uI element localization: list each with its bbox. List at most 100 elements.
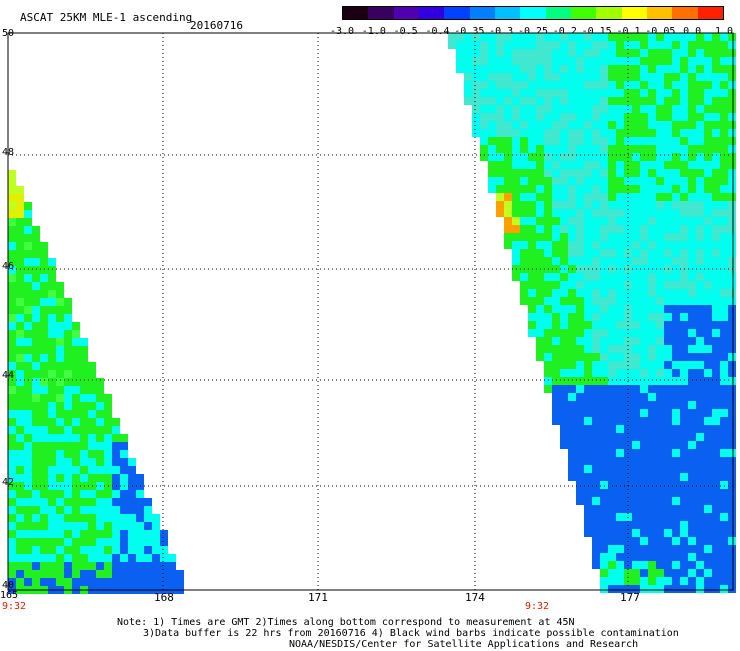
swath-cell	[704, 297, 712, 305]
swath-cell	[48, 258, 56, 266]
swath-cell	[552, 337, 560, 345]
swath-cell	[680, 353, 688, 361]
swath-cell	[568, 209, 576, 217]
swath-cell	[664, 393, 672, 401]
swath-cell	[664, 33, 672, 41]
swath-cell	[608, 449, 616, 457]
swath-cell	[488, 33, 496, 41]
swath-cell	[464, 49, 472, 57]
swath-cell	[648, 537, 656, 545]
swath-cell	[584, 121, 592, 129]
swath-cell	[688, 241, 696, 249]
swath-cell	[488, 97, 496, 105]
swath-cell	[104, 458, 112, 466]
colorbar-tick-label: -0.5	[393, 26, 418, 37]
swath-cell	[528, 105, 536, 113]
swath-cell	[616, 297, 624, 305]
swath-cell	[128, 570, 136, 578]
swath-cell	[608, 65, 616, 73]
swath-cell	[8, 170, 16, 178]
swath-cell	[40, 474, 48, 482]
swath-cell	[56, 378, 64, 386]
swath-cell	[600, 297, 608, 305]
swath-cell	[712, 145, 720, 153]
swath-cell	[712, 521, 720, 529]
swath-cell	[552, 361, 560, 369]
swath-cell	[72, 522, 80, 530]
swath-cell	[720, 369, 728, 377]
swath-cell	[128, 530, 136, 538]
swath-cell	[488, 169, 496, 177]
swath-cell	[648, 521, 656, 529]
note-line-2: 3)Data buffer is 22 hrs from 20160716 4)…	[143, 628, 679, 639]
swath-cell	[152, 562, 160, 570]
swath-cell	[576, 233, 584, 241]
swath-cell	[120, 522, 128, 530]
swath-cell	[600, 457, 608, 465]
swath-cell	[616, 209, 624, 217]
swath-cell	[480, 153, 488, 161]
swath-cell	[24, 466, 32, 474]
swath-cell	[592, 545, 600, 553]
swath-cell	[584, 73, 592, 81]
swath-cell	[48, 290, 56, 298]
swath-cell	[480, 89, 488, 97]
swath-cell	[48, 306, 56, 314]
swath-cell	[96, 530, 104, 538]
swath-cell	[24, 506, 32, 514]
swath-cell	[664, 529, 672, 537]
swath-cell	[104, 474, 112, 482]
swath-cell	[536, 105, 544, 113]
swath-cell	[592, 489, 600, 497]
colorbar-tick-label: -0.3	[489, 26, 514, 37]
swath-cell	[656, 553, 664, 561]
swath-cell	[696, 393, 704, 401]
swath-cell	[512, 225, 520, 233]
swath-cell	[600, 177, 608, 185]
swath-cell	[672, 489, 680, 497]
swath-cell	[672, 129, 680, 137]
swath-cell	[712, 377, 720, 385]
swath-cell	[616, 185, 624, 193]
swath-cell	[40, 562, 48, 570]
swath-cell	[608, 553, 616, 561]
swath-cell	[664, 425, 672, 433]
swath-cell	[640, 569, 648, 577]
swath-cell	[528, 241, 536, 249]
swath-cell	[536, 281, 544, 289]
swath-cell	[40, 354, 48, 362]
swath-cell	[96, 570, 104, 578]
swath-cell	[560, 137, 568, 145]
swath-cell	[464, 89, 472, 97]
swath-cell	[648, 425, 656, 433]
swath-cell	[504, 105, 512, 113]
swath-cell	[520, 153, 528, 161]
swath-cell	[632, 57, 640, 65]
swath-cell	[496, 97, 504, 105]
swath-cell	[616, 257, 624, 265]
swath-cell	[56, 434, 64, 442]
swath-cell	[640, 361, 648, 369]
swath-cell	[32, 426, 40, 434]
swath-cell	[16, 418, 24, 426]
swath-cell	[648, 297, 656, 305]
swath-cell	[656, 193, 664, 201]
swath-cell	[720, 217, 728, 225]
swath-cell	[32, 338, 40, 346]
swath-cell	[696, 441, 704, 449]
swath-cell	[728, 441, 736, 449]
swath-cell	[544, 233, 552, 241]
swath-cell	[48, 362, 56, 370]
swath-cell	[136, 546, 144, 554]
swath-cell	[640, 337, 648, 345]
swath-cell	[32, 562, 40, 570]
swath-cell	[544, 89, 552, 97]
swath-cell	[640, 425, 648, 433]
swath-cell	[584, 441, 592, 449]
swath-cell	[664, 249, 672, 257]
swath-cell	[104, 546, 112, 554]
swath-cell	[680, 369, 688, 377]
swath-cell	[712, 257, 720, 265]
swath-cell	[576, 121, 584, 129]
